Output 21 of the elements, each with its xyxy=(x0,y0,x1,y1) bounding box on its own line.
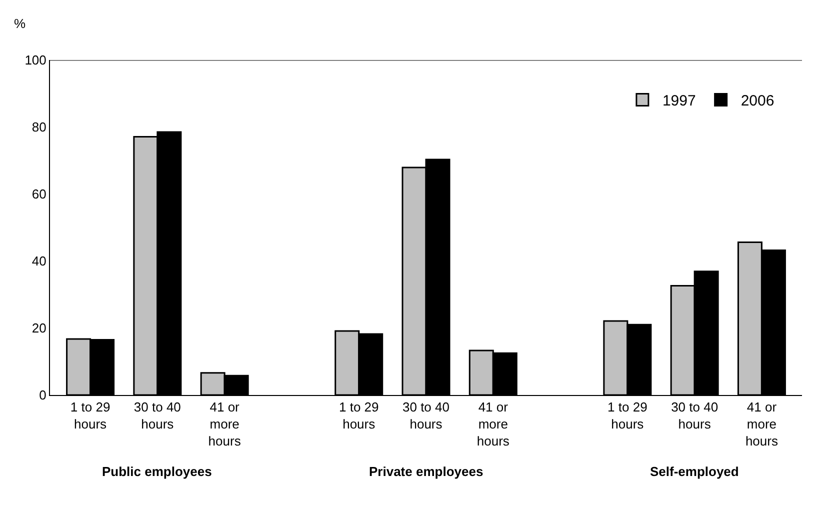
legend-label: 1997 xyxy=(662,92,696,110)
x-tick-label: 41 or more hours xyxy=(745,400,778,448)
x-tick-label: 41 or more hours xyxy=(476,400,510,448)
x-tick-label: 1 to 29 hours xyxy=(608,400,648,432)
y-axis-title: % xyxy=(14,16,26,31)
text: Public employees xyxy=(102,464,212,479)
text: Private employees xyxy=(369,464,484,479)
y-tick-label: 0 xyxy=(39,388,46,403)
y-tick-label: 80 xyxy=(32,120,46,135)
x-tick-label: 30 to 40 hours xyxy=(134,400,181,432)
y-tick-label: 60 xyxy=(32,186,46,202)
x-tick-label: 30 to 40 hours xyxy=(402,400,450,432)
y-tick-label: 40 xyxy=(32,254,46,269)
text: Self-employed xyxy=(650,464,739,479)
legend-label: 2006 xyxy=(740,92,774,110)
y-tick-label: 20 xyxy=(32,320,46,336)
x-tick-label: 1 to 29 hours xyxy=(338,400,379,432)
x-tick-label: 30 to 40 hours xyxy=(671,400,718,432)
x-tick-label: 41 or more hours xyxy=(208,400,242,448)
x-tick-label: 1 to 29 hours xyxy=(70,400,110,432)
y-tick-label: 100 xyxy=(24,52,46,68)
